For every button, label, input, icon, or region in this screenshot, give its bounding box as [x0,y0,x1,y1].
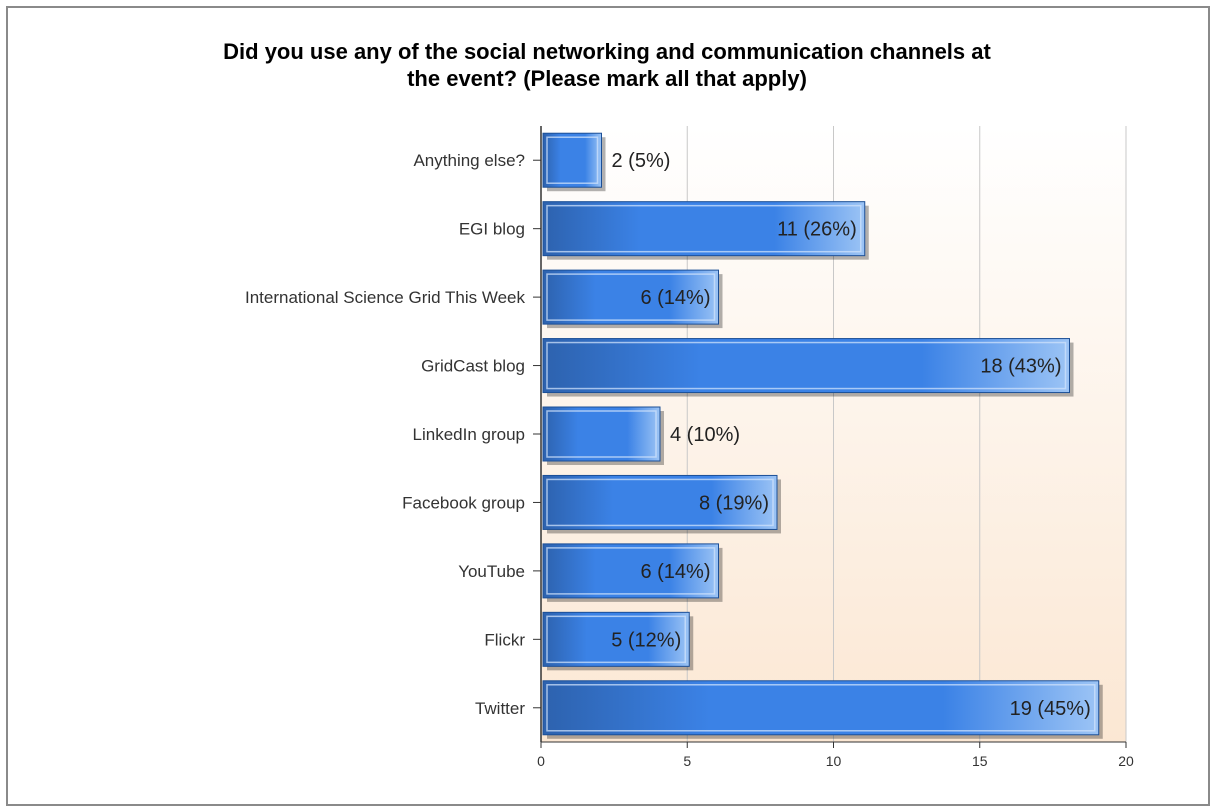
data-label: 5 (12%) [611,629,681,651]
category-label: Anything else? [413,151,525,170]
data-label: 8 (19%) [699,492,769,514]
category-label: EGI blog [459,220,525,239]
category-label: International Science Grid This Week [245,288,526,307]
category-label: LinkedIn group [413,425,525,444]
x-tick-label: 0 [537,753,545,769]
category-label: YouTube [458,562,525,581]
data-label: 11 (26%) [777,219,857,241]
x-tick-label: 15 [972,753,988,769]
category-label: GridCast blog [421,357,525,376]
category-label: Flickr [484,630,525,649]
data-label: 6 (14%) [640,287,710,309]
bar [543,133,602,187]
bar [543,407,660,461]
data-label: 19 (45%) [1010,698,1091,720]
category-label: Facebook group [402,493,525,512]
data-label: 6 (14%) [640,561,710,583]
data-label: 4 (10%) [670,424,740,446]
data-label: 2 (5%) [612,150,671,172]
x-tick-label: 20 [1118,753,1134,769]
data-label: 18 (43%) [980,356,1061,378]
x-tick-label: 5 [683,753,691,769]
category-label: Twitter [475,699,525,718]
x-tick-label: 10 [826,753,842,769]
